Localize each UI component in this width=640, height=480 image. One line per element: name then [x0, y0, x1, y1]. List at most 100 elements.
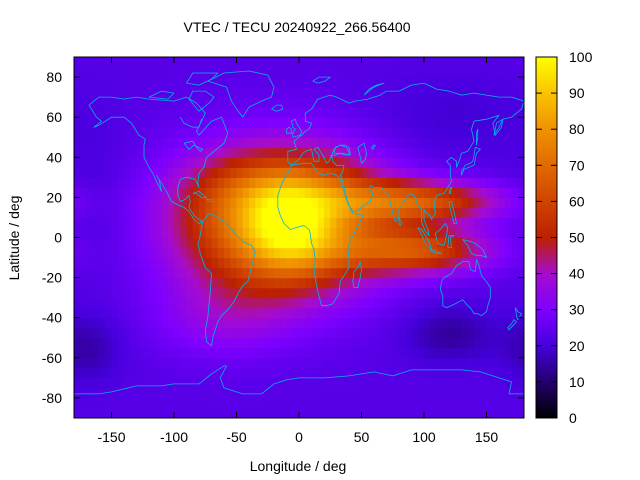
heat-cell: [449, 297, 456, 309]
heat-cell: [217, 297, 225, 309]
heat-cell: [230, 117, 238, 128]
heat-cell: [480, 387, 488, 399]
heat-cell: [511, 327, 519, 339]
heat-cell: [374, 407, 381, 418]
heat-cell: [236, 287, 244, 299]
heat-cell: [467, 397, 475, 409]
heat-cell: [211, 337, 219, 349]
heat-cell: [199, 147, 206, 158]
heat-cell: [367, 347, 375, 359]
heat-cell: [486, 127, 494, 138]
heat-cell: [249, 247, 256, 259]
heat-cell: [424, 367, 431, 379]
heat-cell: [424, 267, 431, 279]
heat-cell: [449, 347, 456, 359]
heat-cell: [417, 127, 425, 138]
heat-cell: [411, 207, 419, 219]
heat-cell: [236, 187, 244, 198]
heat-cell: [380, 227, 388, 239]
heat-cell: [224, 327, 231, 339]
heat-cell: [205, 157, 213, 168]
heat-cell: [299, 377, 306, 389]
heat-cell: [455, 357, 463, 369]
heat-cell: [199, 157, 206, 168]
heat-cell: [242, 147, 250, 158]
heat-cell: [255, 297, 263, 309]
heat-cell: [486, 87, 494, 98]
heat-cell: [74, 407, 81, 418]
heat-cell: [136, 317, 144, 329]
heat-cell: [492, 257, 500, 269]
heat-cell: [80, 247, 88, 259]
heat-cell: [467, 77, 475, 88]
heat-cell: [255, 137, 263, 148]
heat-cell: [467, 107, 475, 118]
heat-cell: [199, 237, 206, 249]
heat-cell: [305, 57, 313, 68]
heat-cell: [186, 297, 194, 309]
heat-cell: [199, 127, 206, 138]
heat-cell: [349, 227, 356, 239]
heat-cell: [274, 147, 281, 158]
heat-cell: [499, 347, 506, 359]
heat-cell: [417, 367, 425, 379]
heat-cell: [155, 127, 163, 138]
heat-cell: [442, 317, 450, 329]
heat-cell: [505, 187, 513, 198]
heat-cell: [442, 337, 450, 349]
heat-cell: [186, 67, 194, 78]
heat-cell: [136, 107, 144, 118]
heat-cell: [161, 237, 169, 249]
heat-cell: [449, 357, 456, 369]
heat-cell: [436, 147, 444, 158]
heat-cell: [192, 117, 200, 128]
heat-cell: [374, 87, 381, 98]
heat-cell: [80, 57, 88, 68]
coastline-cuba: [192, 190, 207, 198]
heat-cell: [261, 347, 269, 359]
heat-cell: [230, 97, 238, 108]
heat-cell: [492, 267, 500, 279]
heat-cell: [511, 147, 519, 158]
heat-cell: [374, 137, 381, 148]
heat-cell: [361, 87, 369, 98]
heat-cell: [342, 357, 350, 369]
heat-cell: [505, 407, 513, 418]
heat-cell: [417, 57, 425, 68]
heat-cell: [111, 377, 119, 389]
heat-cell: [467, 147, 475, 158]
heat-cell: [286, 257, 294, 269]
heat-cell: [399, 107, 406, 118]
heat-cell: [467, 327, 475, 339]
heat-cell: [286, 107, 294, 118]
heat-cell: [205, 187, 213, 198]
heat-cell: [461, 57, 469, 68]
heat-cell: [374, 387, 381, 399]
heat-cell: [99, 67, 106, 78]
heat-cell: [136, 67, 144, 78]
heat-cell: [211, 407, 219, 418]
heat-cell: [355, 77, 363, 88]
heat-cell: [74, 67, 81, 78]
coastline-greenland: [207, 70, 275, 118]
heat-cell: [392, 207, 400, 219]
heat-cell: [467, 97, 475, 108]
heat-cell: [161, 267, 169, 279]
heat-cell: [342, 77, 350, 88]
heat-cell: [161, 347, 169, 359]
heat-cell: [136, 397, 144, 409]
heat-cell: [455, 267, 463, 279]
heat-cell: [467, 137, 475, 148]
heat-cell: [92, 387, 100, 399]
heat-cell: [424, 377, 431, 389]
heat-cell: [117, 257, 125, 269]
heat-cell: [261, 297, 269, 309]
heat-cell: [480, 237, 488, 249]
heat-cell: [161, 187, 169, 198]
heat-cell: [361, 407, 369, 418]
heat-cell: [286, 387, 294, 399]
heat-cell: [199, 87, 206, 98]
heat-cell: [449, 67, 456, 78]
heat-cell: [467, 197, 475, 209]
